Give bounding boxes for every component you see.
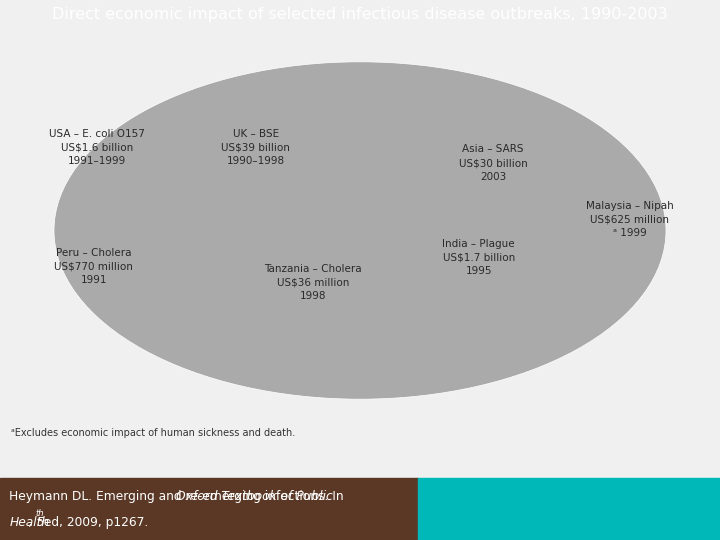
Text: UK – BSE
US$39 billion
1990–1998: UK – BSE US$39 billion 1990–1998 xyxy=(221,129,290,166)
Text: Direct economic impact of selected infectious disease outbreaks, 1990-2003: Direct economic impact of selected infec… xyxy=(52,6,668,22)
Text: ᵃExcludes economic impact of human sickness and death.: ᵃExcludes economic impact of human sickn… xyxy=(11,428,295,438)
Ellipse shape xyxy=(54,62,666,399)
Text: th: th xyxy=(36,509,45,518)
Text: Asia – SARS
US$30 billion
2003: Asia – SARS US$30 billion 2003 xyxy=(459,144,528,181)
Text: Tanzania – Cholera
US$36 million
1998: Tanzania – Cholera US$36 million 1998 xyxy=(264,264,362,301)
Text: Heymann DL. Emerging and re-emerging infections. In: Heymann DL. Emerging and re-emerging inf… xyxy=(9,490,348,503)
Bar xyxy=(0,478,418,540)
Text: Oxford Textbook of Public: Oxford Textbook of Public xyxy=(176,490,333,503)
Text: , 5: , 5 xyxy=(29,516,44,529)
Text: Peru – Cholera
US$770 million
1991: Peru – Cholera US$770 million 1991 xyxy=(54,248,133,285)
Text: USA – E. coli O157
US$1.6 billion
1991–1999: USA – E. coli O157 US$1.6 billion 1991–1… xyxy=(49,129,145,166)
Text: Malaysia – Nipah
US$625 million
ᵃ 1999: Malaysia – Nipah US$625 million ᵃ 1999 xyxy=(586,201,674,238)
Text: Health: Health xyxy=(9,516,50,529)
Text: India – Plague
US$1.7 billion
1995: India – Plague US$1.7 billion 1995 xyxy=(443,239,515,276)
Bar xyxy=(418,478,720,540)
Text: ed, 2009, p1267.: ed, 2009, p1267. xyxy=(40,516,148,529)
